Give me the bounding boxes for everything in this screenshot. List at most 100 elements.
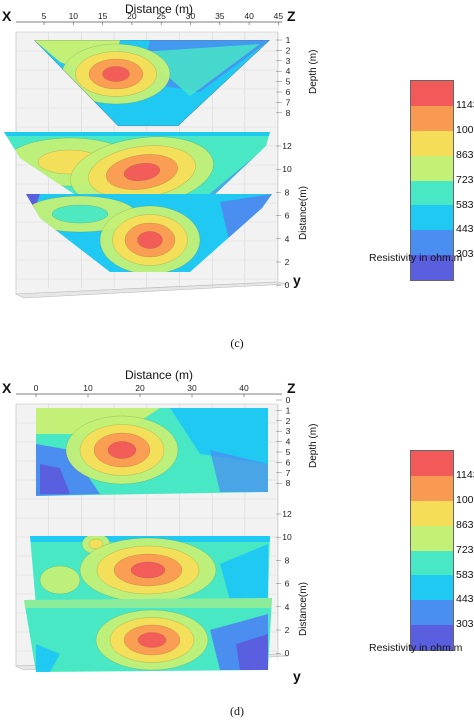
corner-label-x: X	[2, 8, 12, 24]
x-tick-label: 10	[69, 11, 79, 21]
caption-d: (d)	[230, 704, 244, 718]
depth-tick-label: 2	[286, 45, 291, 55]
legend-level-label: 1003	[456, 123, 474, 136]
legend-level-label: 723	[456, 543, 474, 556]
contour-band	[140, 44, 260, 96]
depth-tick-label: 2	[286, 416, 291, 426]
distance-tick-label: 0	[285, 648, 290, 658]
x-tick-label: 5	[42, 11, 47, 21]
legend-level-label: 583	[456, 568, 474, 581]
depth-tick-label: 3	[286, 56, 291, 66]
legend-level-label: 303	[456, 618, 474, 631]
legend-swatch	[411, 205, 453, 231]
distance-tick-label: 6	[285, 579, 290, 589]
depth-tick-label: 1	[286, 405, 291, 415]
contour-band	[102, 66, 130, 82]
distance-tick-label: 8	[285, 187, 290, 197]
contour-band	[36, 644, 60, 672]
contour-band	[236, 634, 268, 670]
x-tick-label: 15	[98, 11, 108, 21]
distance-tick-label: 6	[285, 211, 290, 221]
legend-swatch	[411, 130, 453, 156]
contour-band	[40, 464, 70, 494]
corner-label-x: X	[2, 380, 12, 396]
legend-swatch	[411, 105, 453, 131]
depth-tick-label: 8	[286, 108, 291, 118]
distance-tick-label: 0	[285, 280, 290, 290]
depth-tick-label: 1	[286, 35, 291, 45]
corner-label-y: y	[293, 272, 301, 288]
depth-section-slice	[36, 408, 268, 496]
legend-swatch	[411, 625, 453, 651]
contour-band	[220, 194, 272, 244]
distance-tick-label: 4	[285, 602, 290, 612]
distance-tick-label: 2	[285, 257, 290, 267]
color-legend	[410, 80, 454, 282]
depth-tick-label: 6	[286, 87, 291, 97]
legend-swatch	[411, 255, 453, 281]
legend-swatch	[411, 81, 453, 106]
bottom-slice	[24, 598, 272, 672]
legend-level-label: 863	[456, 148, 474, 161]
legend-swatch	[411, 180, 453, 206]
contour-band	[123, 162, 161, 182]
legend-swatch	[411, 575, 453, 601]
distance-tick-label: 10	[282, 532, 292, 542]
corner-label-y: y	[293, 668, 301, 684]
corner-label-z: Z	[287, 8, 296, 24]
distance-tick-label: 2	[285, 625, 290, 635]
x-tick-label: 20	[135, 383, 145, 393]
depth-tick-label: 4	[286, 66, 291, 76]
contour-band	[130, 561, 166, 579]
legend-level-label: 443	[456, 593, 474, 606]
x-tick-label: 25	[156, 11, 166, 21]
depth-tick-label: 6	[286, 457, 291, 467]
x-tick-label: 30	[186, 11, 196, 21]
contour-band	[24, 598, 272, 608]
legend-level-label: 1003	[456, 493, 474, 506]
distance-tick-label: 8	[285, 555, 290, 565]
legend-title: Resistivity in ohm.m	[369, 252, 463, 264]
legend-level-label: 723	[456, 173, 474, 186]
plot-floor	[14, 281, 289, 299]
x-tick-label: 45	[274, 11, 284, 21]
legend-swatch	[411, 525, 453, 551]
depth-tick-label: 8	[286, 478, 291, 488]
chart-panel-d: Distance (m) X Z y Depth (m) Distance(m)…	[0, 360, 474, 690]
distance-tick-label: 4	[285, 234, 290, 244]
legend-level-label: 863	[456, 518, 474, 531]
chart-panel-c: Distance (m) X Z y Depth (m) Distance(m)…	[0, 0, 474, 330]
legend-swatch	[411, 475, 453, 501]
x-tick-label: 20	[127, 11, 137, 21]
legend-swatch	[411, 600, 453, 626]
contour-band	[210, 450, 268, 492]
distance-tick-label: 10	[282, 164, 292, 174]
x-axis-title: Distance (m)	[125, 368, 194, 382]
legend-swatch	[411, 451, 453, 476]
legend-level-label: 1143	[456, 468, 474, 481]
contour-band	[26, 194, 40, 212]
legend-title: Resistivity in ohm.m	[369, 642, 463, 654]
caption-c: (c)	[230, 336, 244, 350]
contour-band	[107, 441, 137, 459]
contour-band	[39, 565, 81, 595]
legend-swatch	[411, 155, 453, 181]
x-tick-label: 35	[215, 11, 225, 21]
contour-band	[137, 231, 163, 249]
x-tick-label: 40	[239, 383, 249, 393]
depth-tick-label: 0	[286, 395, 291, 405]
contour-band	[220, 544, 268, 600]
x-tick-label: 30	[187, 383, 197, 393]
contour-band	[170, 408, 268, 464]
depth-tick-label: 3	[286, 426, 291, 436]
legend-swatch	[411, 550, 453, 576]
distance-tick-label: 12	[282, 141, 292, 151]
x-tick-label: 40	[244, 11, 254, 21]
depth-tick-label: 7	[286, 468, 291, 478]
contour-band	[137, 632, 167, 648]
depth-tick-label: 5	[286, 447, 291, 457]
legend-level-label: 1143	[456, 98, 474, 111]
x-tick-label: 0	[34, 383, 39, 393]
